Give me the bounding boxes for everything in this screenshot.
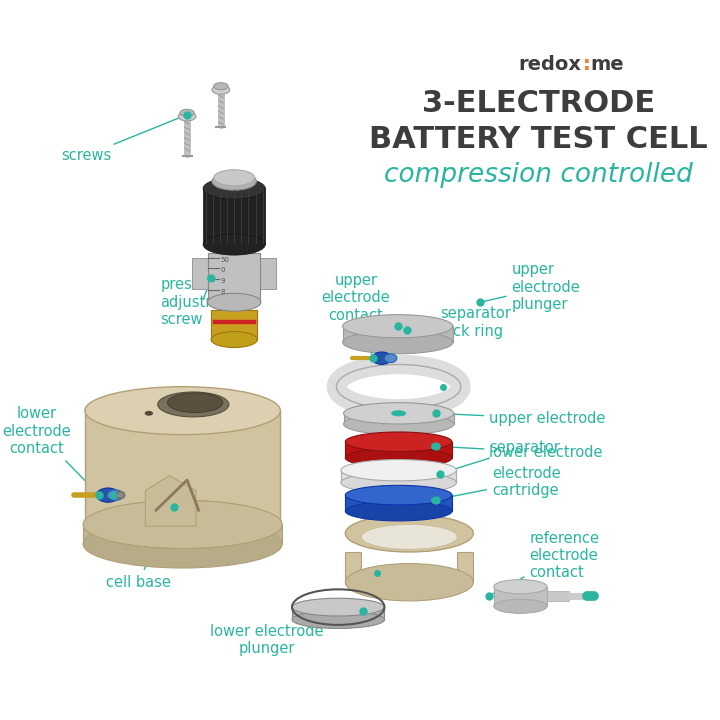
Ellipse shape	[96, 488, 120, 503]
Ellipse shape	[168, 393, 222, 413]
Ellipse shape	[346, 515, 473, 552]
Ellipse shape	[343, 402, 454, 424]
Text: upper electrode: upper electrode	[438, 411, 606, 426]
Ellipse shape	[214, 83, 228, 90]
Polygon shape	[213, 320, 256, 325]
Polygon shape	[83, 524, 282, 544]
Ellipse shape	[178, 112, 196, 121]
Text: 3-ELECTRODE: 3-ELECTRODE	[422, 89, 654, 119]
Polygon shape	[457, 552, 473, 582]
Polygon shape	[346, 495, 452, 511]
Ellipse shape	[145, 412, 153, 415]
Text: 50: 50	[221, 256, 230, 263]
Polygon shape	[145, 476, 196, 526]
Text: upper
electrode
contact: upper electrode contact	[322, 273, 390, 356]
Text: :: :	[582, 55, 590, 74]
Ellipse shape	[346, 448, 452, 467]
Text: lower electrode
plunger: lower electrode plunger	[210, 611, 361, 656]
Polygon shape	[346, 552, 361, 582]
Polygon shape	[547, 591, 570, 601]
Ellipse shape	[343, 413, 454, 435]
Ellipse shape	[212, 85, 230, 94]
Text: electrode
cartridge: electrode cartridge	[438, 466, 561, 499]
Ellipse shape	[346, 564, 473, 601]
Polygon shape	[192, 258, 208, 289]
Text: BATTERY TEST CELL: BATTERY TEST CELL	[369, 125, 708, 154]
Ellipse shape	[292, 598, 384, 616]
Ellipse shape	[116, 492, 125, 499]
Text: lower
electrode
contact: lower electrode contact	[2, 406, 97, 493]
Polygon shape	[292, 607, 384, 620]
Text: 9: 9	[221, 278, 225, 284]
Polygon shape	[208, 253, 260, 302]
Text: me: me	[590, 55, 624, 74]
Text: screws: screws	[61, 116, 184, 163]
Polygon shape	[343, 413, 454, 424]
Ellipse shape	[107, 490, 123, 500]
Text: lower electrode: lower electrode	[438, 445, 603, 460]
Ellipse shape	[325, 602, 351, 613]
Text: reference
electrode
contact: reference electrode contact	[492, 531, 599, 594]
Ellipse shape	[343, 315, 453, 338]
Polygon shape	[85, 410, 280, 524]
Text: pressure
adjustment
screw: pressure adjustment screw	[161, 277, 244, 327]
Polygon shape	[343, 326, 453, 342]
Ellipse shape	[211, 294, 257, 310]
Ellipse shape	[158, 392, 229, 417]
Polygon shape	[203, 189, 265, 244]
Ellipse shape	[372, 352, 392, 364]
Text: 0: 0	[221, 267, 225, 273]
Text: redox: redox	[518, 55, 581, 74]
Ellipse shape	[85, 500, 280, 549]
Ellipse shape	[83, 500, 282, 549]
Text: separator: separator	[442, 440, 560, 473]
Ellipse shape	[211, 331, 257, 348]
Ellipse shape	[346, 485, 452, 505]
Ellipse shape	[203, 234, 265, 255]
Ellipse shape	[381, 320, 415, 333]
Text: 8: 8	[221, 289, 225, 294]
Ellipse shape	[341, 472, 456, 493]
Text: upper
electrode
plunger: upper electrode plunger	[483, 262, 580, 312]
Ellipse shape	[384, 354, 397, 363]
Ellipse shape	[392, 410, 406, 416]
Ellipse shape	[494, 580, 547, 594]
Ellipse shape	[83, 520, 282, 568]
Text: separator
lock ring: separator lock ring	[410, 307, 511, 339]
Ellipse shape	[203, 178, 265, 199]
Text: cell base: cell base	[106, 509, 173, 590]
Ellipse shape	[85, 387, 280, 435]
Ellipse shape	[346, 501, 452, 521]
Polygon shape	[211, 310, 257, 340]
Ellipse shape	[292, 611, 384, 629]
Ellipse shape	[214, 170, 255, 186]
Ellipse shape	[494, 599, 547, 613]
Polygon shape	[494, 587, 547, 606]
Ellipse shape	[207, 235, 261, 253]
Text: compression controlled: compression controlled	[384, 162, 693, 188]
Ellipse shape	[361, 524, 457, 549]
Polygon shape	[341, 470, 456, 482]
Ellipse shape	[343, 330, 453, 354]
Ellipse shape	[212, 172, 256, 190]
Ellipse shape	[341, 459, 456, 481]
Ellipse shape	[180, 109, 194, 117]
Ellipse shape	[346, 432, 452, 451]
Polygon shape	[346, 442, 452, 458]
Polygon shape	[260, 258, 276, 289]
Ellipse shape	[207, 293, 261, 311]
